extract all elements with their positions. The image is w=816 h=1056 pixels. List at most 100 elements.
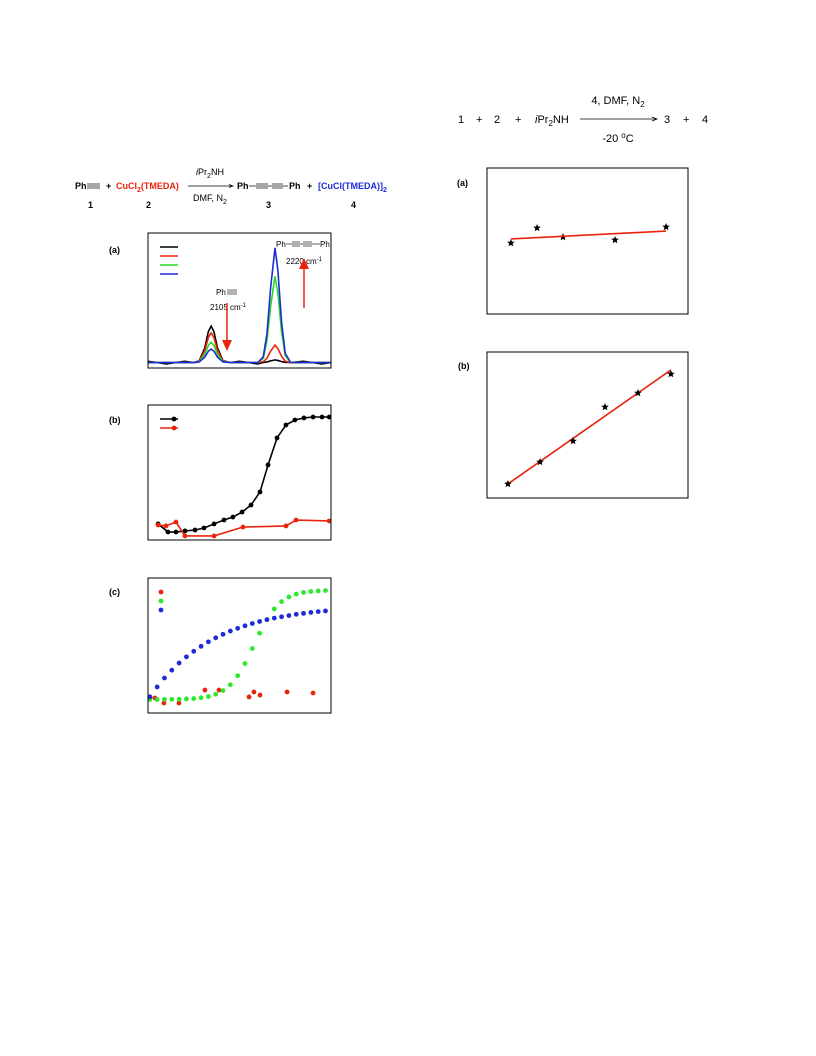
- triple-bond: [87, 183, 100, 189]
- plot-area: [504, 369, 675, 488]
- dot-marker: [284, 689, 290, 695]
- arrow-head: [222, 340, 232, 351]
- dot-marker: [227, 628, 233, 634]
- dot-marker: [315, 588, 321, 594]
- dot-marker: [326, 414, 331, 420]
- star-marker: [611, 235, 619, 244]
- dot-marker: [205, 639, 211, 645]
- dot-marker: [169, 667, 175, 673]
- panel-label: (c): [109, 587, 120, 597]
- scheme-text: Ph: [75, 181, 87, 191]
- dot-marker: [293, 517, 299, 523]
- dot-marker: [249, 646, 255, 652]
- dot-marker: [235, 673, 241, 679]
- dot-marker: [191, 648, 197, 654]
- dot-marker: [293, 591, 299, 597]
- plot-frame: [147, 577, 332, 714]
- dot-marker: [248, 502, 254, 508]
- dot-marker: [192, 527, 198, 533]
- dot-marker: [220, 631, 226, 637]
- dot-marker: [154, 697, 160, 702]
- dot-marker: [326, 518, 331, 524]
- plot-frame: [486, 167, 689, 315]
- series-line: [148, 331, 331, 364]
- chart: (a): [109, 232, 332, 369]
- dot-marker: [323, 608, 328, 614]
- dot-marker: [158, 589, 164, 595]
- series-line: [157, 416, 330, 533]
- plot-area: [148, 247, 331, 365]
- dot-marker: [286, 594, 292, 600]
- scheme-text: DMF, N2: [193, 193, 227, 206]
- scheme-text: +: [515, 114, 521, 126]
- compound-number: 4: [351, 200, 356, 210]
- dot-marker: [293, 611, 299, 617]
- dot-marker: [176, 660, 182, 666]
- dot-marker: [301, 590, 306, 595]
- annotation: Ph: [320, 240, 330, 249]
- series-line: [148, 324, 331, 365]
- dot-marker: [198, 643, 204, 649]
- dot-marker: [283, 523, 289, 529]
- triple-bond: [286, 241, 320, 247]
- panel-label: (a): [109, 245, 120, 255]
- dot-marker: [162, 675, 167, 681]
- star-marker: [536, 457, 544, 466]
- dot-marker: [158, 607, 164, 613]
- annotation: Ph: [216, 288, 226, 297]
- scheme-text: CuCl2(TMEDA): [116, 181, 179, 194]
- dot-marker: [240, 524, 246, 530]
- star-marker: [662, 222, 670, 231]
- scheme-text: Ph: [237, 181, 249, 191]
- arrow-head: [651, 116, 659, 122]
- annotation: Ph: [276, 240, 286, 249]
- dot-marker: [165, 529, 171, 535]
- scheme-text: 4, DMF, N2: [591, 95, 645, 109]
- dot-marker: [191, 696, 197, 701]
- dot-marker: [274, 435, 280, 441]
- dot-marker: [308, 589, 314, 594]
- star-marker: [667, 370, 675, 378]
- dot-marker: [221, 517, 227, 523]
- star-marker: [507, 239, 515, 247]
- star-marker: [533, 224, 541, 232]
- dot-marker: [201, 525, 207, 531]
- dot-marker: [158, 598, 164, 604]
- panel-label: (a): [457, 178, 468, 188]
- dot-marker: [239, 509, 245, 515]
- dot-marker: [205, 694, 211, 699]
- dot-marker: [230, 514, 236, 520]
- compound-number: 3: [266, 200, 271, 210]
- chart: (a): [457, 167, 689, 315]
- scheme-text: 3: [664, 114, 670, 126]
- plot-frame: [147, 232, 332, 369]
- dot-marker: [173, 529, 179, 535]
- plot-frame: [147, 404, 332, 541]
- dot-marker: [301, 610, 306, 616]
- dot-marker: [171, 416, 177, 422]
- star-marker: [601, 403, 609, 411]
- scheme-text: 1: [458, 114, 464, 126]
- dot-marker: [315, 609, 321, 615]
- dot-marker: [283, 422, 289, 428]
- dot-marker: [271, 615, 277, 621]
- dot-marker: [301, 415, 307, 421]
- plot-area: [148, 588, 328, 706]
- dot-marker: [171, 425, 177, 431]
- dot-marker: [216, 687, 222, 693]
- dot-marker: [161, 700, 167, 706]
- dot-marker: [155, 522, 161, 528]
- dot-marker: [227, 682, 233, 688]
- scheme-text: +: [106, 181, 111, 191]
- dot-marker: [264, 617, 270, 623]
- dot-marker: [235, 625, 241, 631]
- scheme-left: Ph + CuCl2(TMEDA) iPr2NH DMF, N2 Ph Ph +…: [75, 167, 387, 210]
- star-marker: [504, 479, 512, 488]
- dot-marker: [242, 661, 248, 666]
- dot-marker: [323, 588, 328, 593]
- plot-frame: [486, 351, 689, 499]
- dot-marker: [148, 694, 153, 700]
- dot-marker: [310, 414, 316, 420]
- scheme-text: +: [476, 114, 482, 126]
